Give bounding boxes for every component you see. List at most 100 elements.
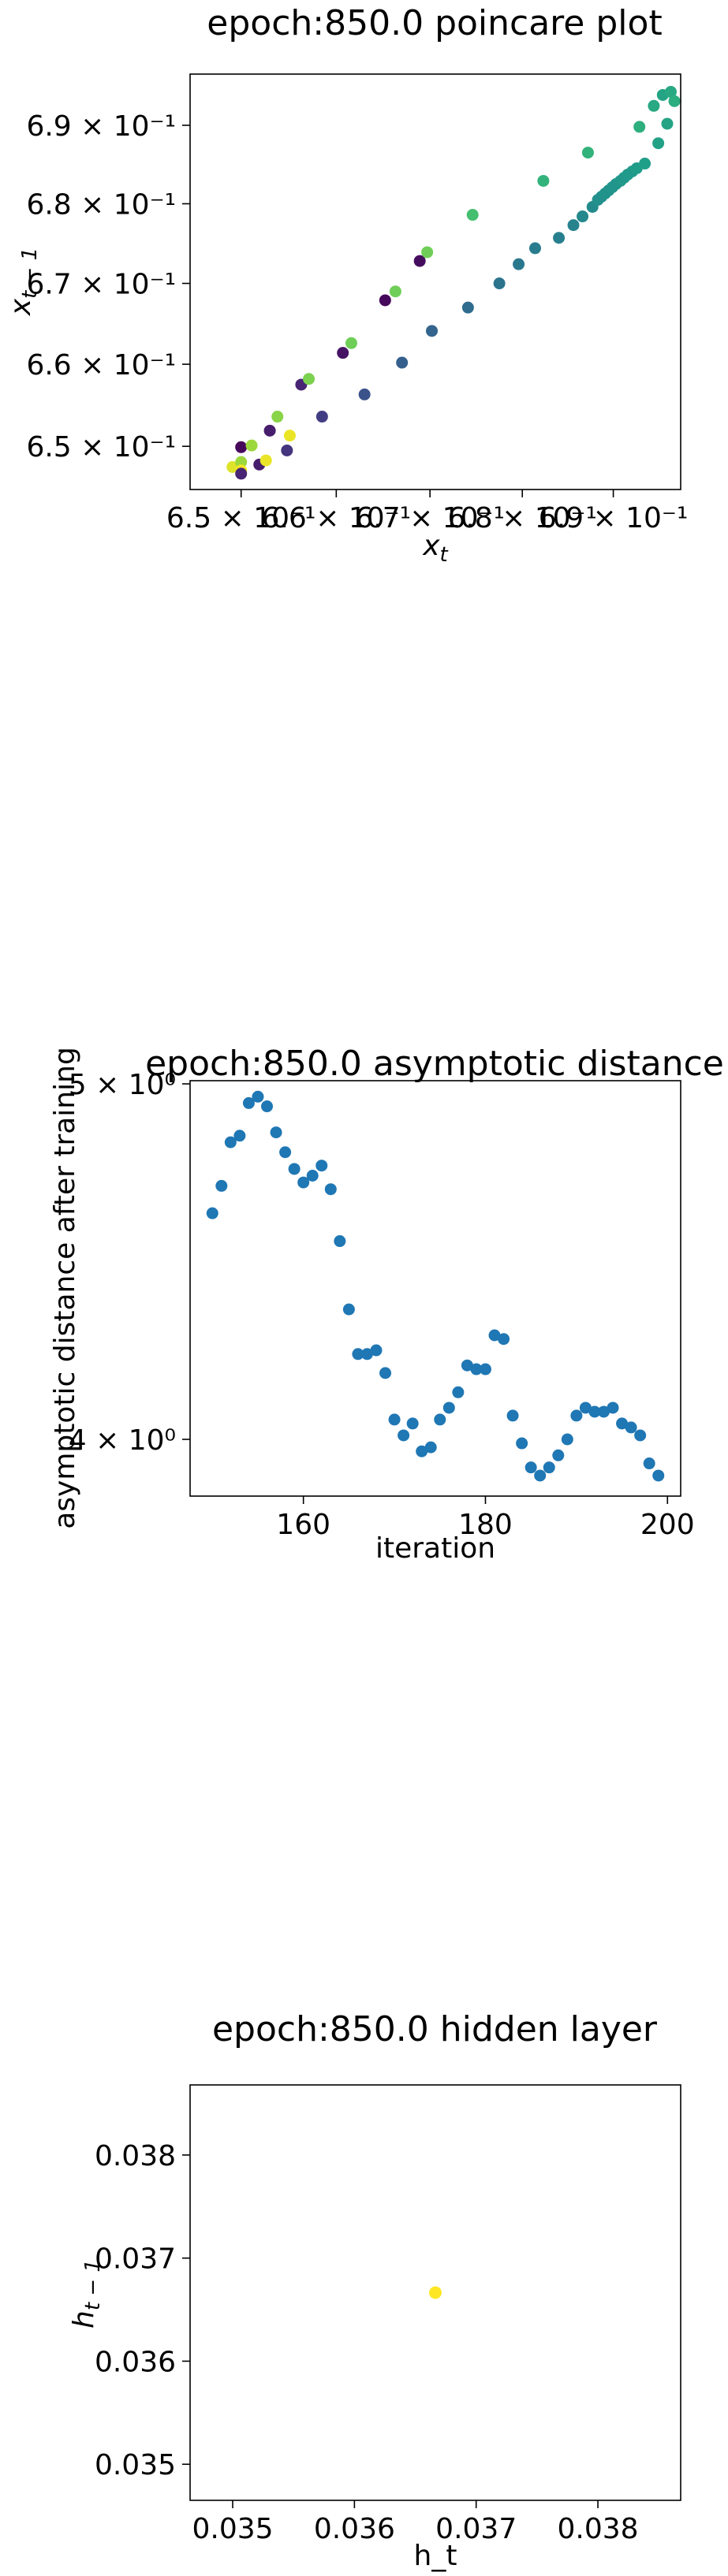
data-point [429,2286,442,2299]
y-axis-ticks: 0.035 0.036 0.037 0.038 [95,2140,190,2481]
data-point [616,1417,629,1430]
asymptotic-distance-plot: epoch:850.0 asymptotic distance 160 180 20… [49,1044,724,1565]
plot-frame [189,73,681,490]
data-point [235,441,248,453]
y-tick-label: 5 × 10⁰ [69,1069,176,1101]
y-axis-label: ht − 1 [68,2259,105,2328]
y-axis-ticks: 6.5 × 10⁻¹ 6.6 × 10⁻¹ 6.7 × 10⁻¹ 6.8 × 10⁻¹… [26,110,190,463]
data-point [297,1176,310,1189]
data-point [406,1417,419,1430]
data-point [625,1421,637,1434]
data-point [283,430,296,442]
plot-frame [189,1080,681,1497]
plot-frame [189,2084,681,2501]
data-point [543,1461,555,1474]
data-point [279,1146,292,1159]
data-point [516,1437,528,1450]
data-point [235,456,248,468]
data-point [588,1405,601,1418]
x-tick-label: 6.5 × 10⁻¹ [166,502,316,534]
points-layer [429,2286,442,2299]
data-point [288,1163,301,1175]
x-tick-label: 6.8 × 10⁻¹ [447,502,597,534]
data-point [388,1413,401,1426]
x-axis-ticks: 0.035 0.036 0.037 0.038 [192,2500,639,2545]
data-point [421,246,434,259]
data-point [570,1409,583,1422]
y-tick-label: 0.035 [95,2449,176,2481]
x-tick-label: 0.037 [435,2513,517,2545]
data-point [224,1136,237,1148]
data-point [235,467,248,480]
y-tick-label: 6.8 × 10⁻¹ [26,188,176,221]
poincare-plot: epoch:850.0 poincare plot 6.5 × 10⁻¹6.6 … [5,3,688,567]
data-point [263,424,276,437]
x-axis-ticks: 160 180 200 [276,1496,695,1541]
x-axis-label: xt [422,530,448,567]
y-tick-label: 6.5 × 10⁻¹ [26,431,176,463]
data-point [597,1405,610,1418]
x-axis-ticks: 6.5 × 10⁻¹6.6 × 10⁻¹6.7 × 10⁻¹6.8 × 10⁻¹… [166,490,688,534]
data-point [413,255,426,267]
data-point [581,147,594,159]
data-point [424,1441,437,1454]
data-point [345,337,357,349]
data-point [648,99,660,112]
data-point [389,285,401,298]
data-point [639,158,651,170]
data-point [577,210,589,223]
x-tick-label: 0.036 [314,2513,395,2545]
data-point [360,1348,373,1361]
data-point [396,356,409,369]
points-layer [206,1090,665,1482]
data-point [461,301,474,314]
data-point [528,242,541,255]
data-point [479,1363,491,1375]
data-point [434,1413,446,1426]
data-point [665,86,678,99]
data-point [398,1429,410,1442]
x-tick-label: 0.038 [558,2513,639,2545]
data-point [358,388,371,400]
data-point [466,209,479,221]
data-point [342,1303,355,1316]
points-layer [226,86,681,480]
data-point [553,232,566,244]
data-point [668,95,681,107]
data-point [271,411,284,423]
x-axis-label: iteration [375,1532,495,1565]
data-point [634,1429,647,1442]
data-point [303,373,315,385]
data-point [379,1367,392,1379]
data-point [270,1126,282,1139]
chart-title: epoch:850.0 asymptotic distance [145,1044,724,1084]
data-point [261,1100,274,1113]
data-point [633,121,646,133]
y-axis-label: xt − 1 [5,248,42,316]
data-point [643,1457,655,1470]
y-tick-label: 0.036 [95,2346,176,2378]
data-point [334,1235,346,1248]
y-tick-label: 4 × 10⁰ [69,1424,176,1457]
y-axis-label: asymptotic distance after training [49,1047,81,1529]
chart-title: epoch:850.0 poincare plot [207,3,662,43]
data-point [315,411,328,423]
data-point [579,1402,592,1414]
data-point [442,1402,455,1414]
data-point [525,1461,537,1474]
data-point [552,1449,565,1461]
x-tick-label: 200 [640,1509,695,1541]
x-tick-label: 6.9 × 10⁻¹ [539,502,689,534]
x-tick-label: 160 [276,1509,330,1541]
data-point [306,1170,319,1182]
data-point [488,1329,501,1342]
data-point [370,1344,383,1357]
data-point [233,1130,246,1142]
data-point [337,347,349,359]
data-point [252,1090,264,1103]
data-point [506,1409,519,1422]
data-point [215,1179,228,1192]
data-point [607,1402,619,1414]
data-point [315,1160,328,1172]
data-point [206,1207,218,1219]
